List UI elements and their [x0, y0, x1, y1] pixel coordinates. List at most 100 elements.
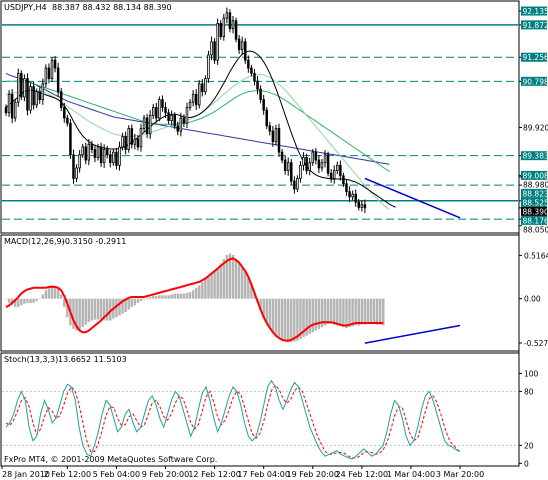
macd-histogram-bar [127, 298, 130, 310]
candle-body [204, 78, 207, 93]
candle-body [237, 38, 241, 51]
candle-body [164, 107, 167, 114]
candle-body [81, 146, 84, 156]
macd-histogram-bar [372, 298, 376, 324]
macd-histogram-bar [342, 298, 345, 328]
macd-trendline [364, 324, 461, 344]
macd-histogram-bar [145, 297, 149, 299]
macd-histogram-bar [44, 290, 48, 299]
stoch-tick-label: 100 [524, 369, 539, 378]
candle-body [10, 93, 14, 119]
macd-histogram-bar [204, 277, 207, 299]
macd-histogram-bar [63, 298, 66, 308]
macd-histogram-bar [198, 285, 201, 299]
macd-histogram-bar [234, 259, 238, 299]
macd-histogram-bar [369, 298, 373, 324]
candle-body [78, 154, 81, 169]
candle-body [268, 125, 272, 132]
macd-histogram-bar [271, 298, 275, 333]
macd-histogram-bar [277, 298, 281, 339]
candle-body [72, 154, 75, 179]
candle-body [121, 135, 124, 148]
stoch-tick-label: 20 [524, 441, 534, 450]
time-tick-label: 2 Feb 12:00 [44, 470, 91, 479]
price-label-box [521, 52, 547, 62]
candle-body [210, 41, 213, 56]
candle-body [84, 146, 88, 161]
price-tick-label: 88.176 [523, 216, 548, 225]
macd-histogram-bar [139, 298, 143, 302]
macd-histogram-bar [124, 298, 127, 313]
candle-body [323, 154, 327, 164]
stoch-lines [2, 379, 518, 460]
macd-histogram-bar [130, 298, 133, 308]
macd-histogram-bar [17, 298, 20, 308]
macd-histogram-bar [133, 298, 137, 306]
macd-histogram-bar [244, 271, 247, 299]
candle-body [176, 125, 180, 132]
price-tick-label: 91.872 [523, 21, 548, 30]
macd-histogram-bar [29, 298, 32, 303]
candle-body [90, 143, 94, 150]
candle-body [96, 146, 100, 158]
macd-histogram-bar [99, 298, 103, 320]
macd-histogram-bar [333, 298, 336, 325]
macd-histogram-bar [90, 298, 94, 321]
macd-histogram-bar [152, 296, 155, 299]
candle-body [329, 172, 333, 179]
macd-histogram-bar [47, 286, 51, 299]
macd-histogram-bar [348, 298, 351, 328]
macd-histogram-bar [20, 298, 23, 306]
time-tick-label: 28 Jan 2010 [2, 470, 50, 479]
candle-body [44, 67, 48, 85]
macd-histogram-bar [213, 270, 216, 299]
watermark: FxPro MT4, © 2001-2009 MetaQuotes Softwa… [4, 455, 217, 464]
candle-body [274, 128, 278, 143]
candle-body [234, 20, 238, 40]
macd-histogram-bar [81, 298, 84, 328]
macd-histogram-bar [201, 281, 204, 299]
macd-histogram-bar [354, 298, 357, 326]
candle-body [225, 12, 229, 19]
macd-histogram-bar [351, 298, 354, 327]
candle-body [219, 22, 222, 37]
price-extras [364, 177, 461, 219]
macd-histogram-bar [170, 294, 173, 299]
macd-histogram-bar [191, 290, 195, 299]
macd-histogram-bar [274, 298, 278, 336]
candle-body [348, 191, 351, 198]
candle-body [93, 149, 97, 158]
macd-histogram-bar [326, 298, 330, 324]
candle-body [253, 72, 256, 82]
candle-body [139, 128, 143, 148]
macd-histogram-bar [366, 298, 370, 324]
macd-histogram-bar [121, 298, 124, 314]
candle-body [259, 88, 262, 101]
candle-body [115, 151, 118, 166]
price-tick-label: 89.008 [523, 171, 548, 180]
candle-body [4, 107, 8, 114]
candle-body [231, 20, 235, 30]
stoch-title: Stoch(13,3,3) [4, 355, 58, 364]
macd-histogram-bar [375, 298, 379, 325]
price-label-box [521, 170, 547, 180]
macd-histogram-bar [299, 298, 302, 339]
price-panel-frame [0, 0, 520, 234]
price-label-box [521, 76, 547, 86]
candle-body [256, 80, 259, 90]
candle-body [102, 149, 106, 164]
price-tick-label: 89.920 [523, 123, 548, 132]
candle-body [188, 101, 192, 108]
macd-histogram-bar [173, 293, 176, 299]
candle-body [262, 99, 265, 111]
candle-body [305, 157, 308, 171]
candle-body [339, 164, 342, 177]
candle-body [222, 17, 226, 37]
macd-histogram-bar [308, 298, 311, 334]
macd-histogram-bar [109, 298, 112, 321]
candle-body [47, 67, 51, 79]
macd-histogram-bar [317, 298, 321, 329]
price-tick-label: 88.823 [523, 189, 548, 198]
candle-body [161, 99, 164, 108]
macd-histogram-bar [93, 298, 97, 320]
